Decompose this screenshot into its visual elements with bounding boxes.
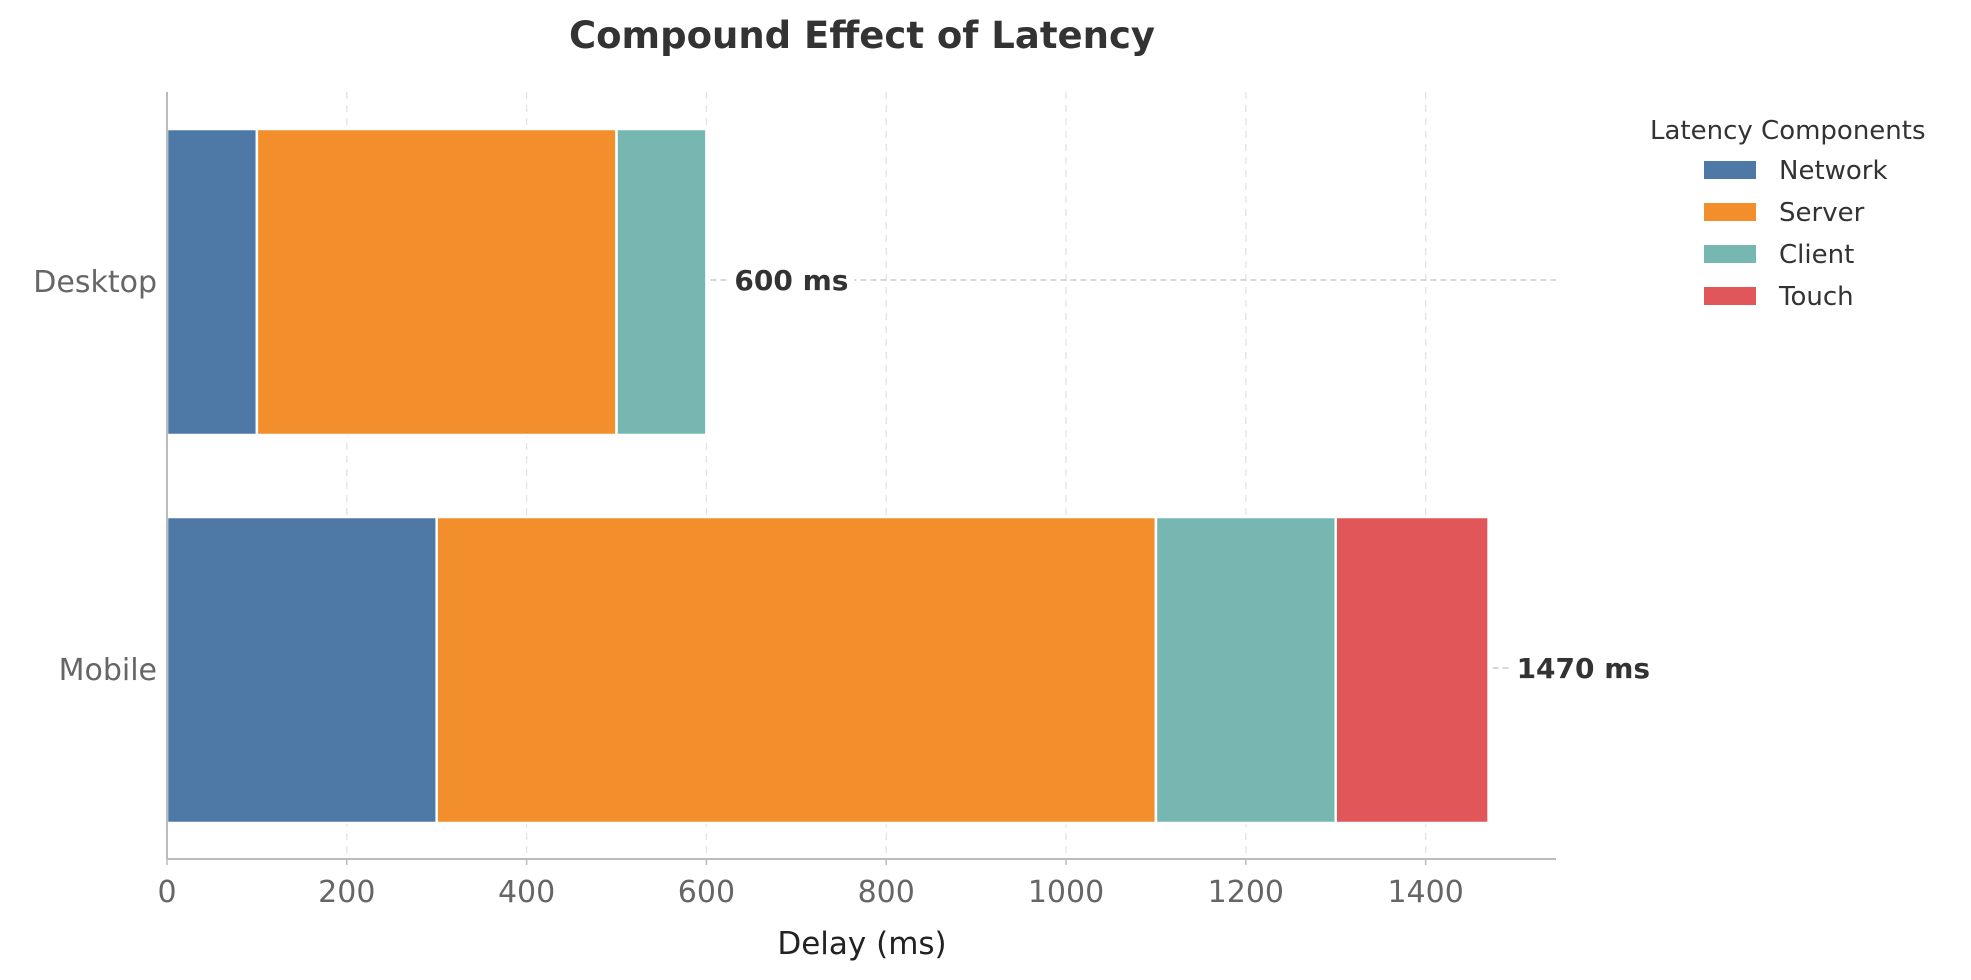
x-tick-label-0: 0 [157,875,176,910]
legend-swatch-network [1704,161,1756,179]
legend-swatch-server [1704,203,1756,221]
x-tick-label-200: 200 [318,875,375,910]
axes [166,92,1556,865]
total-label-mobile: 1470 ms [1517,652,1651,685]
category-label-mobile: Mobile [59,653,157,688]
total-label-bg-desktop [728,262,855,299]
total-label-bg-mobile [1510,650,1657,687]
x-tick-labels: 0 200 400 600 800 1000 1200 1400 [157,875,1463,910]
legend-title: Latency Components [1650,116,1926,146]
legend: Latency Components Network Server Client To… [1650,116,1926,312]
x-tick-label-1200: 1200 [1208,875,1284,910]
legend-label-touch: Touch [1778,282,1854,312]
x-tick-label-800: 800 [858,875,915,910]
legend-label-network: Network [1779,156,1888,186]
chart-title: Compound Effect of Latency [569,14,1155,57]
x-axis-label: Delay (ms) [777,926,946,962]
bar-mobile-network [165,515,438,825]
bar-layer [165,127,1490,825]
legend-label-server: Server [1779,198,1865,228]
x-tick-label-1400: 1400 [1387,875,1463,910]
bar-desktop-client [615,127,708,437]
legend-swatch-client [1704,245,1756,263]
legend-swatch-touch [1704,287,1756,305]
bar-mobile-server [435,515,1158,825]
category-labels: Desktop Mobile [33,265,157,688]
legend-label-client: Client [1779,240,1854,270]
x-tick-label-1000: 1000 [1028,875,1104,910]
bar-mobile-touch [1334,515,1490,825]
bar-desktop-server [255,127,618,437]
category-label-desktop: Desktop [33,265,157,300]
total-label-desktop: 600 ms [734,264,848,297]
x-tick-label-400: 400 [498,875,555,910]
x-tick-label-600: 600 [678,875,735,910]
total-labels: 600 ms 1470 ms [710,262,1657,687]
bar-mobile-client [1154,515,1337,825]
bar-desktop-network [165,127,259,437]
